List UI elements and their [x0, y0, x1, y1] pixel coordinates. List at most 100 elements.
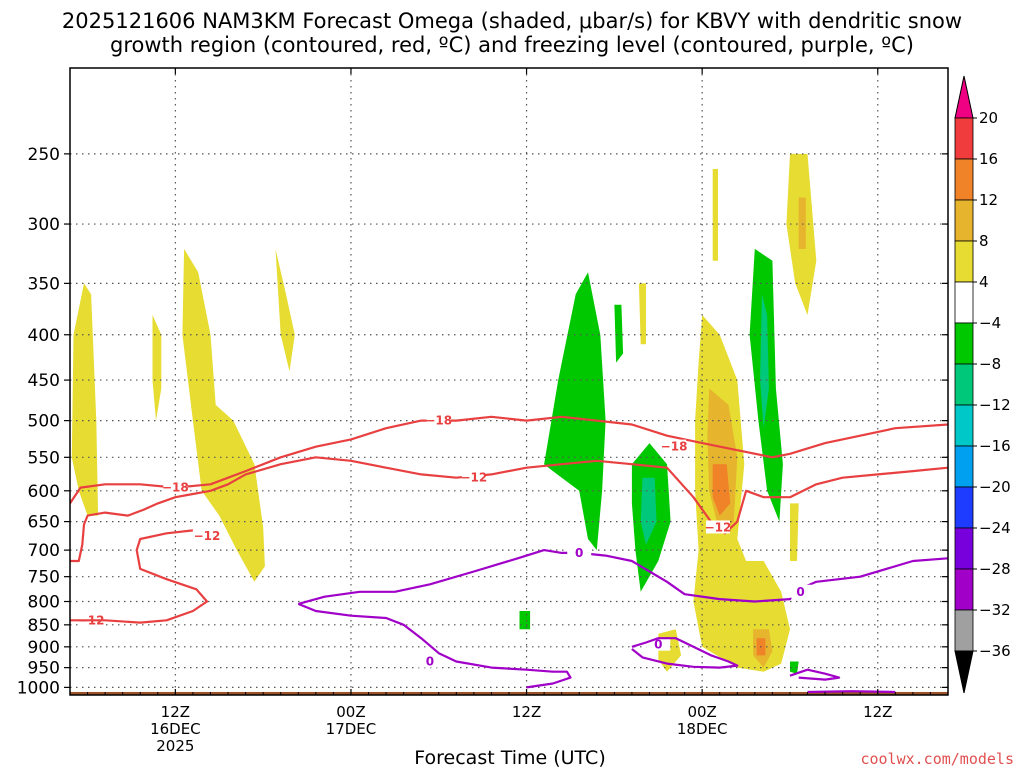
- contour-label: −18: [661, 440, 688, 454]
- contour-label: −12: [194, 529, 221, 543]
- contour-line-6: [789, 668, 841, 681]
- contour-label: −12: [460, 471, 487, 485]
- chart-title: 2025121606 NAM3KM Forecast Omega (shaded…: [62, 9, 962, 57]
- y-tick-label: 400: [28, 326, 60, 346]
- colorbar-tick-label: −20: [979, 478, 1011, 496]
- colorbar-bottom-arrow: [954, 650, 974, 694]
- colorbar-tick-label: −32: [979, 601, 1011, 619]
- y-tick-label: 850: [28, 616, 60, 636]
- contour-label-bg: [194, 529, 219, 543]
- y-tick-label: 1000: [17, 678, 60, 698]
- colorbar-segment: [954, 486, 974, 529]
- colorbar-top-arrow: [954, 75, 974, 119]
- contour-line-5: [631, 637, 739, 669]
- x-tick-label: 17DEC: [326, 720, 377, 738]
- title-line-1: 2025121606 NAM3KM Forecast Omega (shaded…: [62, 9, 962, 33]
- colorbar-segment: [954, 199, 974, 242]
- omega-region-7: [712, 464, 731, 516]
- y-tick-label: 750: [28, 568, 60, 588]
- y-tick-label: 600: [28, 482, 60, 502]
- colorbar-tick-label: −12: [979, 396, 1011, 414]
- omega-region-11: [790, 503, 799, 561]
- colorbar-tick-label: −24: [979, 519, 1011, 537]
- colorbar-tick-label: 8: [979, 232, 989, 250]
- colorbar-segment: [954, 240, 974, 283]
- colorbar-segment: [954, 527, 974, 570]
- y-tick-label: 650: [28, 513, 60, 533]
- colorbar-tick-label: −36: [979, 642, 1011, 660]
- contour-label-bg: [705, 520, 730, 534]
- omega-region-1: [152, 315, 162, 421]
- x-tick-label: 00Z: [336, 703, 365, 721]
- omega-region-18: [640, 477, 657, 545]
- x-tick-label: 12Z: [161, 703, 190, 721]
- contour-label-bg: [662, 439, 687, 453]
- contour-label-bg: [788, 584, 813, 598]
- x-axis-label: Forecast Time (UTC): [414, 747, 605, 768]
- contour-label: 0: [654, 638, 662, 652]
- contour-label-bg: [426, 413, 451, 427]
- contour-label: 0: [575, 546, 583, 560]
- colorbar-tick-label: −8: [979, 355, 1001, 373]
- x-tick-label: 18DEC: [677, 720, 728, 738]
- title-line-2: growth region (contoured, red, ºC) and f…: [110, 33, 914, 57]
- y-tick-label: 350: [28, 274, 60, 294]
- colorbar-tick-label: 20: [979, 109, 998, 127]
- colorbar-segment: [954, 445, 974, 488]
- colorbar-segment: [954, 158, 974, 201]
- contour-line-2: [70, 529, 209, 624]
- y-tick-label: 300: [28, 215, 60, 235]
- omega-shading: [71, 153, 817, 674]
- omega-region-3: [275, 248, 295, 372]
- contour-line-1: [70, 456, 948, 563]
- credit-text: coolwx.com/models: [860, 750, 1014, 768]
- x-tick-label: 2025: [156, 737, 194, 755]
- y-axis: 2503003504004505005506006507007508008509…: [17, 145, 948, 698]
- contour-label-bg: [567, 545, 592, 559]
- colorbar-tick-label: −4: [979, 314, 1001, 332]
- x-tick-label: 00Z: [687, 703, 716, 721]
- colorbar-tick-label: 16: [979, 150, 998, 168]
- contour-label: −18: [425, 414, 452, 428]
- contour-line-7: [807, 690, 896, 694]
- y-tick-label: 500: [28, 412, 60, 432]
- y-tick-label: 550: [28, 448, 60, 468]
- x-tick-label: 12Z: [863, 703, 892, 721]
- contour-label: −18: [162, 481, 189, 495]
- contour-label-bg: [163, 480, 188, 494]
- colorbar-tick-label: −16: [979, 437, 1011, 455]
- colorbar-segment: [954, 281, 974, 324]
- colorbar-tick-label: 12: [979, 191, 998, 209]
- contour-label-bg: [461, 470, 486, 484]
- colorbar-segment: [954, 117, 974, 160]
- omega-region-15: [544, 272, 606, 551]
- colorbar-segment: [954, 322, 974, 365]
- y-tick-label: 450: [28, 371, 60, 391]
- omega-region-10: [798, 197, 806, 249]
- omega-region-16: [614, 304, 624, 363]
- colorbar-tick-label: −28: [979, 560, 1011, 578]
- colorbar-segment: [954, 404, 974, 447]
- contour-label-bg: [417, 654, 442, 668]
- omega-region-20: [760, 294, 769, 429]
- colorbar-segment: [954, 568, 974, 611]
- y-tick-label: 900: [28, 638, 60, 658]
- omega-region-8: [712, 169, 718, 261]
- y-tick-label: 700: [28, 541, 60, 561]
- x-tick-label: 12Z: [512, 703, 541, 721]
- colorbar-tick-label: 4: [979, 273, 989, 291]
- contour-line-4: [297, 602, 572, 689]
- y-tick-label: 800: [28, 593, 60, 613]
- omega-region-22: [790, 661, 799, 674]
- colorbar-segment: [954, 363, 974, 406]
- x-tick-label: 16DEC: [150, 720, 201, 738]
- y-tick-label: 250: [28, 145, 60, 165]
- colorbar: 20 16 12 8 4 −4 −8 −12 −16 −20 −24 −28 −32 −36: [954, 75, 1011, 694]
- y-tick-label: 950: [28, 659, 60, 679]
- contour-label: 0: [426, 655, 434, 669]
